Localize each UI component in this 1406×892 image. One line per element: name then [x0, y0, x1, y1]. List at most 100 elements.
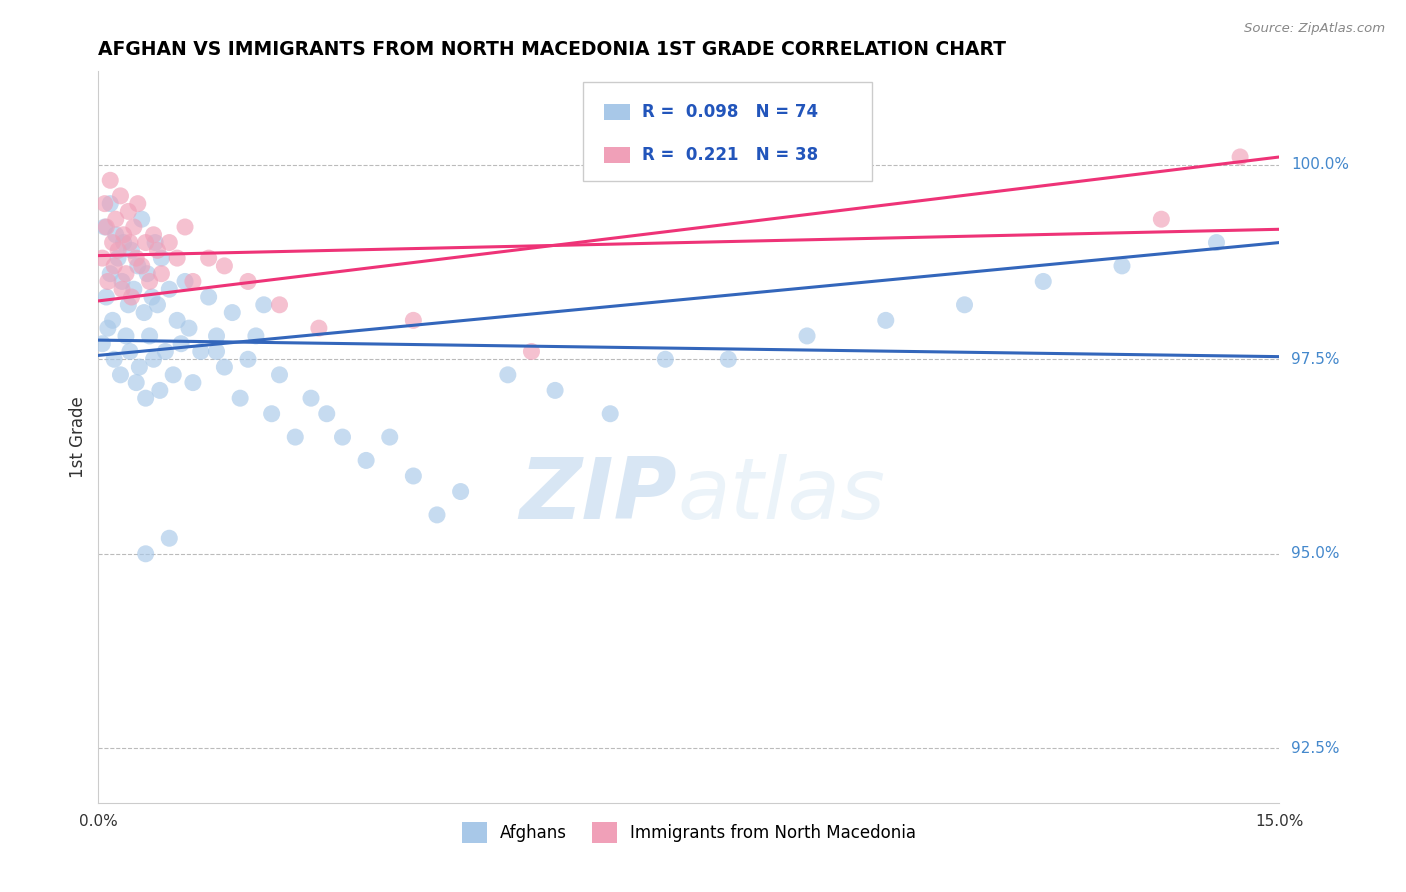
Point: [1032, 275, 1054, 289]
Point: [205, 329, 228, 343]
Point: [229, 391, 252, 405]
Point: [122, 282, 145, 296]
Point: [214, 359, 236, 374]
Point: [142, 227, 165, 242]
Point: [127, 196, 149, 211]
Point: [155, 344, 177, 359]
Point: [125, 376, 148, 390]
Point: [166, 313, 188, 327]
Point: [98, 196, 121, 211]
Point: [115, 267, 138, 281]
Point: [103, 259, 125, 273]
Point: [520, 344, 543, 359]
Point: [717, 352, 740, 367]
Point: [190, 344, 212, 359]
Point: [135, 547, 157, 561]
Point: [110, 368, 132, 382]
Point: [115, 329, 138, 343]
Point: [117, 204, 139, 219]
Point: [544, 384, 567, 398]
Point: [97, 275, 120, 289]
Point: [1205, 235, 1227, 250]
Text: 15.0%: 15.0%: [1256, 814, 1303, 830]
Point: [953, 298, 976, 312]
Point: [496, 368, 519, 382]
Point: [103, 352, 125, 367]
Point: [122, 219, 145, 234]
Text: 95.0%: 95.0%: [1291, 546, 1340, 561]
Point: [104, 227, 127, 242]
Point: [162, 368, 184, 382]
Legend: Afghans, Immigrants from North Macedonia: Afghans, Immigrants from North Macedonia: [456, 815, 922, 849]
Point: [1111, 259, 1133, 273]
Point: [135, 235, 157, 250]
Point: [138, 275, 160, 289]
Point: [112, 227, 135, 242]
Bar: [605, 146, 630, 162]
Point: [269, 368, 291, 382]
Point: [138, 329, 160, 343]
Point: [111, 275, 134, 289]
Point: [132, 305, 155, 319]
Point: [101, 313, 124, 327]
Y-axis label: 1st Grade: 1st Grade: [69, 396, 87, 478]
Point: [91, 336, 114, 351]
Point: [174, 275, 197, 289]
Point: [402, 469, 425, 483]
Point: [174, 219, 197, 234]
Text: 100.0%: 100.0%: [1291, 157, 1350, 172]
Point: [121, 290, 143, 304]
Point: [402, 313, 425, 327]
Point: [1150, 212, 1173, 227]
Point: [166, 251, 188, 265]
Point: [197, 251, 219, 265]
Point: [205, 344, 228, 359]
Point: [97, 321, 120, 335]
Point: [599, 407, 621, 421]
Point: [269, 298, 291, 312]
FancyBboxPatch shape: [582, 82, 872, 181]
Point: [214, 259, 236, 273]
Point: [135, 391, 157, 405]
Point: [177, 321, 200, 335]
Point: [221, 305, 243, 319]
Point: [125, 251, 148, 265]
Point: [127, 259, 149, 273]
Point: [315, 407, 337, 421]
Point: [98, 267, 121, 281]
Point: [142, 352, 165, 367]
Point: [796, 329, 818, 343]
Point: [101, 235, 124, 250]
Point: [91, 251, 114, 265]
Text: Source: ZipAtlas.com: Source: ZipAtlas.com: [1244, 22, 1385, 36]
Point: [149, 384, 172, 398]
Point: [111, 282, 134, 296]
Point: [128, 359, 150, 374]
Point: [260, 407, 283, 421]
Point: [181, 376, 204, 390]
Point: [131, 212, 153, 227]
Text: AFGHAN VS IMMIGRANTS FROM NORTH MACEDONIA 1ST GRADE CORRELATION CHART: AFGHAN VS IMMIGRANTS FROM NORTH MACEDONI…: [98, 39, 1007, 59]
Text: R =  0.221   N = 38: R = 0.221 N = 38: [641, 145, 818, 163]
Point: [141, 290, 163, 304]
Point: [110, 189, 132, 203]
Text: atlas: atlas: [678, 454, 886, 537]
Point: [253, 298, 276, 312]
Point: [875, 313, 897, 327]
Point: [332, 430, 354, 444]
Text: 97.5%: 97.5%: [1291, 351, 1340, 367]
Point: [426, 508, 449, 522]
Bar: [605, 103, 630, 120]
Point: [157, 531, 180, 545]
Point: [93, 219, 115, 234]
Point: [104, 212, 127, 227]
Point: [236, 275, 259, 289]
Point: [157, 282, 180, 296]
Point: [146, 244, 169, 258]
Point: [143, 235, 166, 250]
Point: [112, 235, 135, 250]
Point: [107, 244, 129, 258]
Point: [107, 251, 129, 265]
Point: [118, 344, 141, 359]
Point: [93, 196, 115, 211]
